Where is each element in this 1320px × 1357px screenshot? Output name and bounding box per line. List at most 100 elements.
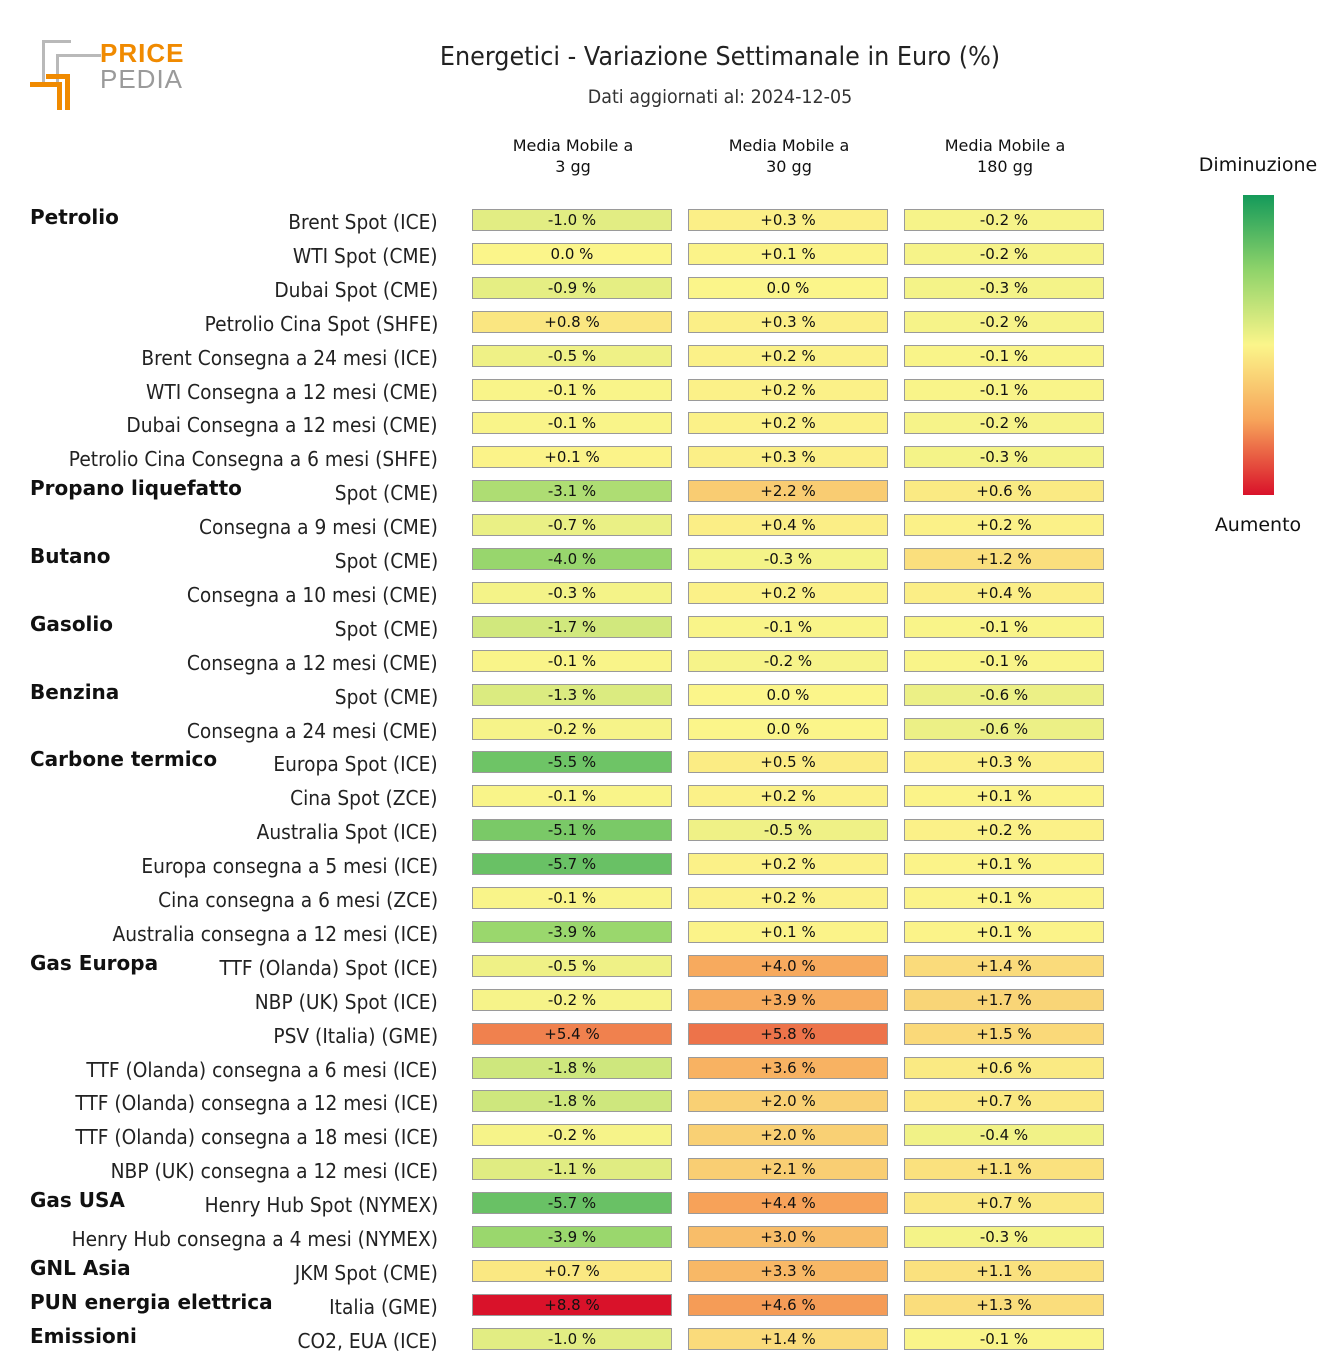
value-cell: +1.4 % (904, 954, 1104, 977)
value-cell: +5.8 % (688, 1022, 888, 1045)
value-cell: -0.1 % (472, 378, 672, 401)
value-cell: +0.1 % (904, 887, 1104, 909)
value-cell: -0.3 % (472, 581, 672, 604)
value-cell: -5.7 % (472, 1192, 672, 1215)
value-cell: -1.7 % (472, 615, 672, 638)
value-cell: -0.5 % (472, 344, 672, 367)
value-cell: -0.6 % (904, 717, 1104, 740)
row-label: CO2, EUA (ICE) (297, 1328, 438, 1353)
value-cell: -1.8 % (472, 1056, 672, 1079)
row-label: Petrolio Cina Spot (SHFE) (204, 311, 438, 336)
value-cell: +0.2 % (688, 378, 888, 401)
value-cell: +2.0 % (688, 1124, 888, 1147)
group-label: Butano (30, 544, 111, 568)
value-cell: +1.1 % (904, 1259, 1104, 1282)
row-label: PSV (Italia) (GME) (273, 1023, 438, 1048)
row-label: WTI Spot (CME) (293, 243, 438, 268)
value-cell: -5.5 % (472, 751, 672, 774)
value-cell: +1.7 % (904, 988, 1104, 1011)
value-cell: -0.5 % (688, 819, 888, 842)
value-cell: +4.4 % (688, 1192, 888, 1215)
row-label: Brent Consegna a 24 mesi (ICE) (141, 345, 438, 370)
row-label: Cina consegna a 6 mesi (ZCE) (157, 888, 438, 912)
value-cell: 0.0 % (688, 717, 888, 740)
row-label: Dubai Consegna a 12 mesi (CME) (126, 413, 438, 438)
value-cell: -1.0 % (472, 1327, 672, 1350)
value-cell: -0.2 % (472, 1124, 672, 1147)
row-label: Brent Spot (ICE) (288, 210, 438, 234)
value-cell: +0.5 % (688, 751, 888, 774)
row-label: Henry Hub Spot (NYMEX) (204, 1193, 438, 1218)
value-cell: +0.8 % (472, 310, 672, 333)
value-cell: 0.0 % (688, 276, 888, 299)
value-cell: +0.2 % (688, 853, 888, 876)
value-cell: -0.2 % (472, 717, 672, 740)
group-label: Benzina (30, 679, 120, 704)
row-label: Cina Spot (ZCE) (290, 786, 438, 811)
value-cell: -3.9 % (472, 920, 672, 943)
value-cell: +0.2 % (688, 581, 888, 604)
value-cell: -3.9 % (472, 1226, 672, 1248)
value-cell: +4.6 % (688, 1293, 888, 1316)
value-cell: +0.4 % (688, 514, 888, 537)
value-cell: +1.1 % (904, 1158, 1104, 1181)
value-cell: -0.3 % (688, 548, 888, 570)
row-label: Consegna a 24 mesi (CME) (187, 718, 438, 743)
value-cell: 0.0 % (472, 242, 672, 265)
group-label: PUN energia elettrica (30, 1289, 273, 1314)
value-cell: -3.1 % (472, 480, 672, 503)
value-cell: +0.7 % (472, 1259, 672, 1282)
value-cell: -0.3 % (904, 1226, 1104, 1248)
row-label: Consegna a 12 mesi (CME) (187, 650, 438, 675)
value-cell: +2.2 % (688, 480, 888, 503)
group-label: Gas Europa (30, 950, 159, 975)
legend-color-bar (1243, 195, 1274, 495)
value-cell: +0.6 % (904, 480, 1104, 503)
value-cell: -0.2 % (688, 649, 888, 672)
row-label: Consegna a 9 mesi (CME) (199, 515, 438, 540)
value-cell: -0.2 % (472, 988, 672, 1011)
value-cell: +0.7 % (904, 1090, 1104, 1113)
value-cell: -0.6 % (904, 683, 1104, 706)
value-cell: +3.9 % (688, 988, 888, 1011)
row-label: Spot (CME) (334, 616, 438, 641)
row-label: Australia consegna a 12 mesi (ICE) (112, 921, 438, 946)
row-label: WTI Consegna a 12 mesi (CME) (146, 379, 438, 404)
value-cell: 0.0 % (688, 683, 888, 706)
row-label: Spot (CME) (334, 481, 438, 506)
value-cell: -0.1 % (904, 378, 1104, 401)
value-cell: +1.2 % (904, 548, 1104, 570)
group-label: Propano liquefatto (30, 476, 242, 501)
value-cell: -0.1 % (904, 615, 1104, 638)
column-header-30gg: Media Mobile a 30 gg (728, 136, 850, 176)
row-label: Dubai Spot (CME) (274, 277, 438, 302)
value-cell: -0.4 % (904, 1124, 1104, 1147)
value-cell: +0.2 % (904, 514, 1104, 537)
group-label: GNL Asia (30, 1255, 131, 1280)
value-cell: -0.1 % (472, 649, 672, 672)
value-cell: -0.1 % (472, 412, 672, 435)
value-cell: +1.3 % (904, 1293, 1104, 1316)
value-cell: +0.1 % (904, 785, 1104, 808)
value-cell: +3.3 % (688, 1259, 888, 1282)
legend-label-bottom: Aumento (1214, 514, 1302, 536)
row-label: Italia (GME) (329, 1294, 438, 1319)
group-label: Emissioni (30, 1323, 137, 1348)
row-label: Europa consegna a 5 mesi (ICE) (141, 854, 438, 879)
value-cell: +0.2 % (688, 785, 888, 808)
row-label: Australia Spot (ICE) (256, 820, 438, 845)
value-cell: +0.2 % (688, 344, 888, 367)
group-label: Carbone termico (30, 747, 218, 772)
value-cell: +0.1 % (904, 853, 1104, 876)
value-cell: +0.4 % (904, 581, 1104, 604)
row-label: Petrolio Cina Consegna a 6 mesi (SHFE) (68, 447, 438, 472)
value-cell: +0.3 % (904, 751, 1104, 774)
row-label: JKM Spot (CME) (294, 1260, 438, 1285)
value-cell: +0.1 % (688, 242, 888, 265)
value-cell: -0.3 % (904, 276, 1104, 299)
value-cell: +0.3 % (688, 310, 888, 333)
row-label: Spot (CME) (334, 684, 438, 709)
value-cell: -0.9 % (472, 276, 672, 299)
value-cell: +1.4 % (688, 1327, 888, 1350)
value-cell: -0.1 % (472, 887, 672, 909)
